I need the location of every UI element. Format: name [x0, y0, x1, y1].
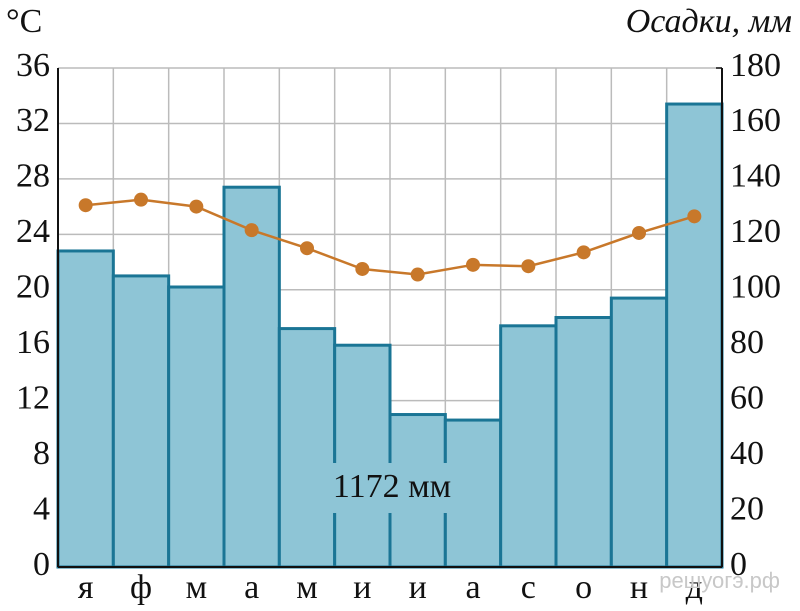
x-tick-label: д [686, 569, 703, 606]
x-tick-label: с [521, 569, 536, 606]
y2-tick-label: 40 [730, 435, 764, 472]
bar [56, 249, 115, 569]
bar [554, 316, 613, 569]
bar [111, 274, 171, 569]
y-tick-label: 20 [16, 269, 50, 306]
y-tick-label: 12 [16, 379, 50, 416]
annotation-box [310, 463, 462, 513]
x-tick-label: а [244, 569, 259, 606]
x-tick-label: о [575, 569, 592, 606]
point [244, 223, 259, 238]
x-tick-label: а [465, 569, 480, 606]
y2-tick-label: 160 [730, 102, 781, 139]
x-tick-label: ф [130, 569, 152, 606]
x-tick-label: и [353, 569, 371, 606]
y-tick-label: 32 [16, 102, 50, 139]
y-axis-label: °C [6, 3, 42, 40]
line [85, 198, 695, 276]
bar [333, 343, 392, 569]
y2-tick-label: 180 [730, 47, 781, 84]
point [300, 241, 314, 256]
point [78, 198, 93, 213]
y-tick-label: 0 [33, 546, 50, 583]
bar [499, 324, 558, 569]
point [632, 225, 646, 240]
x-tick-label: м [296, 569, 318, 606]
y2-tick-label: 20 [730, 490, 764, 527]
y2-tick-label: 100 [730, 269, 781, 306]
point [410, 267, 425, 282]
point [576, 245, 591, 260]
point [687, 209, 702, 224]
x-tick-label: н [630, 569, 648, 606]
bar [609, 296, 669, 569]
y-tick-label: 36 [16, 47, 50, 84]
x-tick-label: и [409, 569, 427, 606]
y-tick-label: 28 [16, 158, 50, 195]
annotation: 1172 мм [333, 468, 451, 505]
point [355, 261, 370, 276]
y-tick-label: 16 [16, 324, 50, 361]
y-tick-label: 4 [33, 490, 50, 527]
bar [167, 285, 226, 569]
point [134, 192, 148, 207]
watermark: решуогэ.рф [659, 568, 780, 593]
bar [277, 327, 337, 569]
point [189, 199, 204, 214]
point [466, 257, 480, 272]
x-tick-label: я [78, 569, 94, 606]
x-tick-label: м [186, 569, 208, 606]
y-tick-label: 8 [33, 435, 50, 472]
y2-tick-label: 60 [730, 379, 764, 416]
point [521, 259, 536, 274]
y2-tick-label: 0 [730, 546, 747, 583]
y2-tick-label: 120 [730, 213, 781, 250]
bar [222, 185, 281, 569]
y2-tick-label: 80 [730, 324, 764, 361]
bar [665, 102, 724, 569]
y-tick-label: 24 [16, 213, 50, 250]
y2-axis-label: Осадки, мм [626, 3, 792, 40]
y2-tick-label: 140 [730, 158, 781, 195]
